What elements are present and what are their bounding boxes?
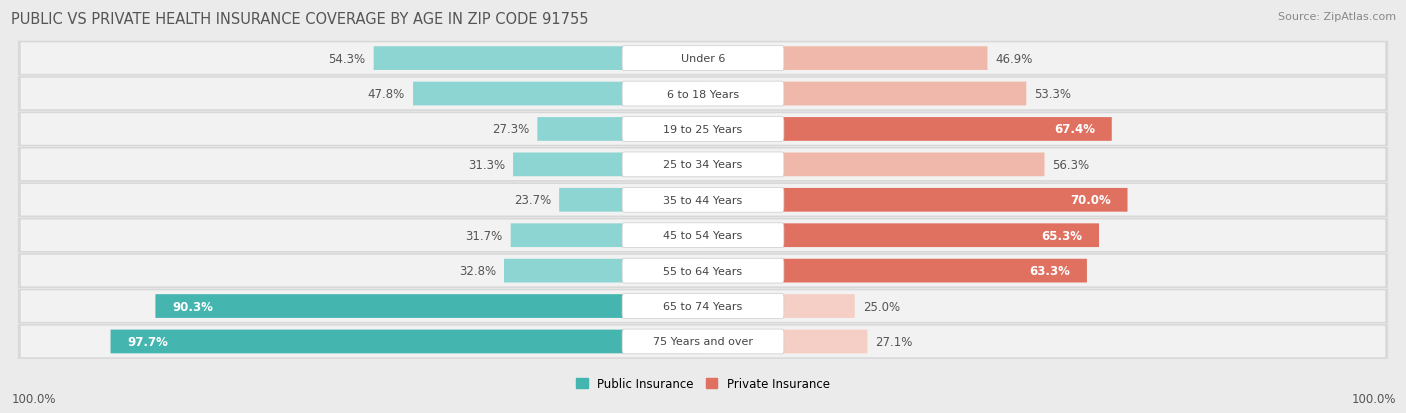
FancyBboxPatch shape bbox=[621, 153, 785, 177]
Text: 35 to 44 Years: 35 to 44 Years bbox=[664, 195, 742, 205]
FancyBboxPatch shape bbox=[18, 148, 1388, 182]
Text: 65.3%: 65.3% bbox=[1042, 229, 1083, 242]
FancyBboxPatch shape bbox=[21, 220, 1385, 252]
FancyBboxPatch shape bbox=[21, 326, 1385, 357]
Text: 100.0%: 100.0% bbox=[11, 392, 56, 405]
FancyBboxPatch shape bbox=[510, 224, 703, 247]
FancyBboxPatch shape bbox=[703, 330, 868, 354]
FancyBboxPatch shape bbox=[111, 330, 703, 354]
FancyBboxPatch shape bbox=[621, 223, 785, 248]
FancyBboxPatch shape bbox=[621, 294, 785, 319]
Text: 63.3%: 63.3% bbox=[1029, 264, 1070, 278]
FancyBboxPatch shape bbox=[703, 118, 1112, 142]
Text: 31.7%: 31.7% bbox=[465, 229, 502, 242]
Text: Under 6: Under 6 bbox=[681, 54, 725, 64]
FancyBboxPatch shape bbox=[18, 289, 1388, 324]
Text: 56.3%: 56.3% bbox=[1053, 159, 1090, 171]
Text: 67.4%: 67.4% bbox=[1054, 123, 1095, 136]
FancyBboxPatch shape bbox=[413, 83, 703, 106]
FancyBboxPatch shape bbox=[703, 294, 855, 318]
FancyBboxPatch shape bbox=[703, 47, 987, 71]
Text: 70.0%: 70.0% bbox=[1070, 194, 1111, 207]
FancyBboxPatch shape bbox=[621, 82, 785, 107]
FancyBboxPatch shape bbox=[703, 259, 1087, 283]
Text: 55 to 64 Years: 55 to 64 Years bbox=[664, 266, 742, 276]
Legend: Public Insurance, Private Insurance: Public Insurance, Private Insurance bbox=[571, 373, 835, 395]
FancyBboxPatch shape bbox=[621, 259, 785, 283]
Text: 47.8%: 47.8% bbox=[368, 88, 405, 101]
FancyBboxPatch shape bbox=[703, 188, 1128, 212]
Text: 75 Years and over: 75 Years and over bbox=[652, 337, 754, 347]
FancyBboxPatch shape bbox=[621, 188, 785, 213]
Text: 53.3%: 53.3% bbox=[1035, 88, 1071, 101]
Text: 25 to 34 Years: 25 to 34 Years bbox=[664, 160, 742, 170]
Text: 19 to 25 Years: 19 to 25 Years bbox=[664, 125, 742, 135]
FancyBboxPatch shape bbox=[21, 185, 1385, 216]
FancyBboxPatch shape bbox=[703, 83, 1026, 106]
FancyBboxPatch shape bbox=[621, 117, 785, 142]
Text: PUBLIC VS PRIVATE HEALTH INSURANCE COVERAGE BY AGE IN ZIP CODE 91755: PUBLIC VS PRIVATE HEALTH INSURANCE COVER… bbox=[11, 12, 589, 27]
FancyBboxPatch shape bbox=[21, 149, 1385, 181]
Text: 23.7%: 23.7% bbox=[513, 194, 551, 207]
FancyBboxPatch shape bbox=[503, 259, 703, 283]
Text: 27.3%: 27.3% bbox=[492, 123, 529, 136]
FancyBboxPatch shape bbox=[18, 218, 1388, 253]
Text: Source: ZipAtlas.com: Source: ZipAtlas.com bbox=[1278, 12, 1396, 22]
Text: 27.1%: 27.1% bbox=[876, 335, 912, 348]
FancyBboxPatch shape bbox=[21, 291, 1385, 322]
FancyBboxPatch shape bbox=[21, 78, 1385, 110]
Text: 32.8%: 32.8% bbox=[458, 264, 496, 278]
FancyBboxPatch shape bbox=[156, 294, 703, 318]
Text: 65 to 74 Years: 65 to 74 Years bbox=[664, 301, 742, 311]
FancyBboxPatch shape bbox=[560, 188, 703, 212]
FancyBboxPatch shape bbox=[21, 255, 1385, 287]
FancyBboxPatch shape bbox=[621, 329, 785, 354]
FancyBboxPatch shape bbox=[621, 47, 785, 71]
Text: 90.3%: 90.3% bbox=[172, 300, 212, 313]
Text: 46.9%: 46.9% bbox=[995, 52, 1033, 65]
FancyBboxPatch shape bbox=[18, 112, 1388, 147]
Text: 45 to 54 Years: 45 to 54 Years bbox=[664, 230, 742, 241]
Text: 25.0%: 25.0% bbox=[863, 300, 900, 313]
FancyBboxPatch shape bbox=[18, 77, 1388, 112]
FancyBboxPatch shape bbox=[18, 324, 1388, 359]
Text: 100.0%: 100.0% bbox=[1351, 392, 1396, 405]
FancyBboxPatch shape bbox=[18, 254, 1388, 288]
FancyBboxPatch shape bbox=[18, 183, 1388, 218]
FancyBboxPatch shape bbox=[374, 47, 703, 71]
FancyBboxPatch shape bbox=[21, 114, 1385, 145]
Text: 97.7%: 97.7% bbox=[127, 335, 169, 348]
FancyBboxPatch shape bbox=[21, 43, 1385, 75]
FancyBboxPatch shape bbox=[513, 153, 703, 177]
Text: 31.3%: 31.3% bbox=[468, 159, 505, 171]
FancyBboxPatch shape bbox=[703, 153, 1045, 177]
Text: 54.3%: 54.3% bbox=[329, 52, 366, 65]
FancyBboxPatch shape bbox=[703, 224, 1099, 247]
Text: 6 to 18 Years: 6 to 18 Years bbox=[666, 89, 740, 99]
FancyBboxPatch shape bbox=[18, 42, 1388, 76]
FancyBboxPatch shape bbox=[537, 118, 703, 142]
